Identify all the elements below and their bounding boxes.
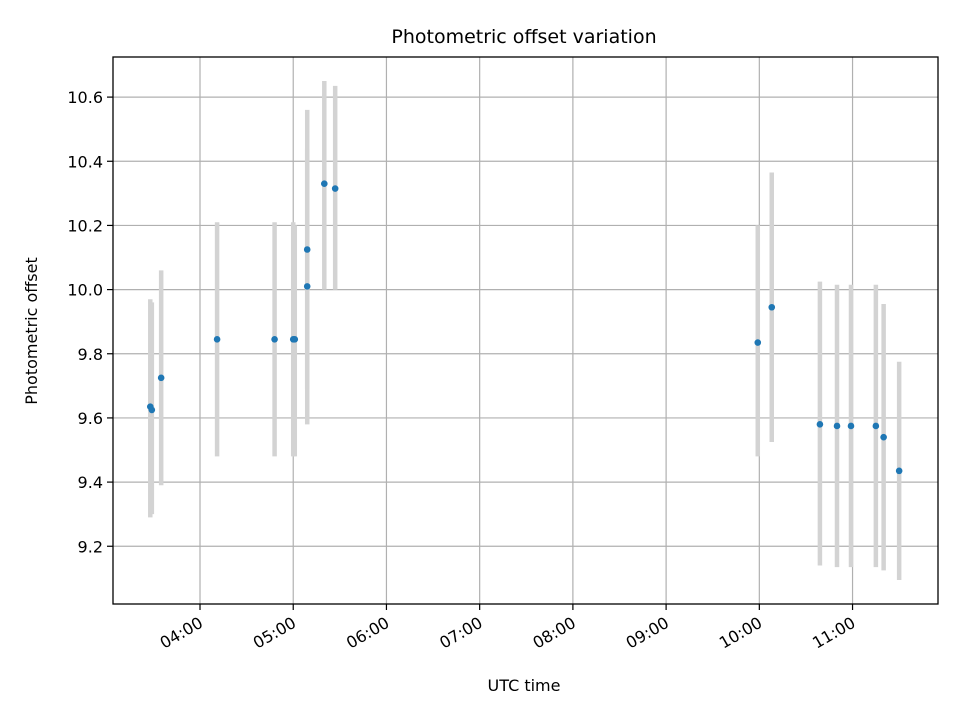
data-point: [303, 283, 311, 290]
data-point: [303, 246, 311, 253]
data-point: [872, 422, 880, 430]
data-point: [833, 422, 841, 430]
y-tick-label: 10.6: [67, 88, 103, 107]
y-tick-label: 10.4: [67, 152, 103, 171]
data-point: [754, 339, 762, 346]
y-tick-label: 9.8: [78, 345, 103, 364]
data-point: [768, 303, 776, 311]
data-point: [895, 467, 903, 475]
x-axis-label: UTC time: [488, 676, 561, 695]
y-tick-label: 9.6: [78, 409, 103, 428]
y-tick-label: 10.2: [67, 216, 103, 235]
grid-layer: [113, 57, 938, 604]
data-point: [847, 422, 855, 430]
data-point-layer: [146, 180, 903, 475]
data-point: [213, 336, 221, 343]
y-axis-label: Photometric offset: [22, 257, 41, 405]
data-point: [320, 180, 328, 188]
data-point: [331, 185, 339, 192]
plot-frame: [112, 56, 939, 605]
y-tick-label: 9.2: [78, 537, 103, 556]
y-tick-label: 10.0: [67, 281, 103, 300]
data-point: [157, 374, 165, 382]
data-point: [816, 421, 824, 428]
y-tick-label: 9.4: [78, 473, 103, 492]
data-point: [880, 433, 887, 441]
data-point: [291, 336, 299, 343]
data-point: [271, 336, 278, 343]
data-point: [148, 406, 156, 414]
chart-title: Photometric offset variation: [391, 26, 656, 48]
